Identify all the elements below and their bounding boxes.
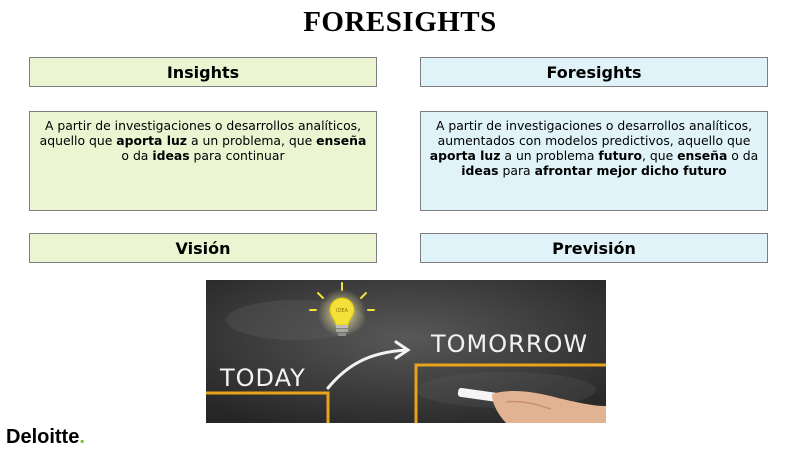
emphasis-text: ideas: [461, 163, 499, 178]
today-word: TODAY: [219, 364, 306, 392]
logo-text: Deloitte: [6, 426, 80, 448]
body-text: para: [498, 163, 535, 178]
insights-header: Insights: [29, 57, 377, 87]
vision-label: Visión: [29, 233, 377, 263]
body-text: , que: [641, 148, 678, 163]
deloitte-logo: Deloitte.: [6, 426, 85, 449]
insights-description: A partir de investigaciones o desarrollo…: [29, 111, 377, 211]
tomorrow-word: TOMORROW: [430, 330, 588, 358]
emphasis-text: aporta luz: [116, 133, 188, 148]
hand-with-chalk-icon: [457, 387, 606, 423]
body-text: A partir de investigaciones o desarrollo…: [39, 118, 362, 148]
body-text: A partir de investigaciones o desarrollo…: [435, 118, 753, 148]
body-text: a un problema, que: [187, 133, 317, 148]
body-text: o da: [727, 148, 759, 163]
emphasis-text: futuro: [598, 148, 642, 163]
arrow-icon: [326, 340, 411, 390]
emphasis-text: ideas: [152, 148, 190, 163]
slide-title: FORESIGHTS: [303, 6, 497, 38]
chalkboard-image: IDEA TODAY TOMORROW: [206, 280, 606, 423]
emphasis-text: aporta luz: [429, 148, 501, 163]
insights-description-text: A partir de investigaciones o desarrollo…: [38, 118, 368, 163]
lightbulb-icon: IDEA: [309, 282, 375, 337]
foresights-description-text: A partir de investigaciones o desarrollo…: [429, 118, 759, 178]
prevision-label: Previsión: [420, 233, 768, 263]
body-text: o da: [121, 148, 153, 163]
emphasis-text: afrontar mejor dicho futuro: [534, 163, 727, 178]
bulb-label: IDEA: [336, 308, 348, 314]
foresights-header: Foresights: [420, 57, 768, 87]
body-text: para continuar: [189, 148, 285, 163]
logo-dot: .: [79, 426, 85, 448]
emphasis-text: enseña: [316, 133, 367, 148]
emphasis-text: enseña: [677, 148, 728, 163]
body-text: a un problema: [500, 148, 599, 163]
foresights-description: A partir de investigaciones o desarrollo…: [420, 111, 768, 211]
